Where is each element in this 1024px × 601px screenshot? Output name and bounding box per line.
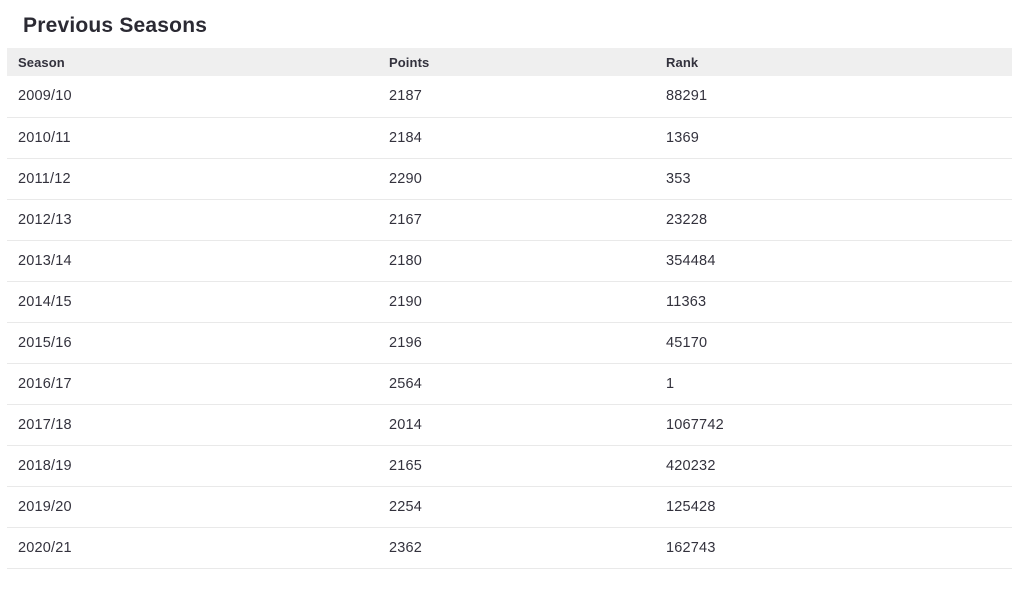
rank-cell: 353: [655, 158, 1012, 200]
points-cell: 2167: [378, 199, 655, 241]
column-header-season: Season: [7, 48, 378, 76]
rank-cell: 420232: [655, 445, 1012, 487]
page-title: Previous Seasons: [23, 14, 208, 37]
table-row: 2011/12 2290 353: [7, 158, 1012, 200]
season-cell: 2012/13: [7, 199, 378, 241]
table-body: 2009/10 2187 88291 2010/11 2184 1369 201…: [7, 76, 1012, 569]
rank-cell: 125428: [655, 486, 1012, 528]
points-cell: 2254: [378, 486, 655, 528]
rank-cell: 88291: [655, 76, 1012, 118]
table-row: 2017/18 2014 1067742: [7, 404, 1012, 446]
points-cell: 2362: [378, 527, 655, 569]
rank-cell: 354484: [655, 240, 1012, 282]
table-row: 2015/16 2196 45170: [7, 322, 1012, 364]
table-row: 2020/21 2362 162743: [7, 527, 1012, 569]
table-row: 2009/10 2187 88291: [7, 76, 1012, 118]
rank-cell: 11363: [655, 281, 1012, 323]
points-cell: 2190: [378, 281, 655, 323]
points-cell: 2564: [378, 363, 655, 405]
previous-seasons-table: Season Points Rank 2009/10 2187 88291 20…: [7, 48, 1012, 569]
table-row: 2019/20 2254 125428: [7, 486, 1012, 528]
rank-cell: 1067742: [655, 404, 1012, 446]
season-cell: 2018/19: [7, 445, 378, 487]
rank-cell: 23228: [655, 199, 1012, 241]
rank-cell: 45170: [655, 322, 1012, 364]
points-cell: 2184: [378, 117, 655, 159]
column-header-rank: Rank: [655, 48, 1012, 76]
table-row: 2012/13 2167 23228: [7, 199, 1012, 241]
points-cell: 2196: [378, 322, 655, 364]
table-row: 2014/15 2190 11363: [7, 281, 1012, 323]
points-cell: 2180: [378, 240, 655, 282]
points-cell: 2187: [378, 76, 655, 118]
table-row: 2018/19 2165 420232: [7, 445, 1012, 487]
points-cell: 2290: [378, 158, 655, 200]
table-header: Season Points Rank: [7, 48, 1012, 76]
table-header-row: Season Points Rank: [7, 48, 1012, 76]
season-cell: 2015/16: [7, 322, 378, 364]
points-cell: 2165: [378, 445, 655, 487]
season-cell: 2009/10: [7, 76, 378, 118]
season-cell: 2013/14: [7, 240, 378, 282]
season-cell: 2011/12: [7, 158, 378, 200]
points-cell: 2014: [378, 404, 655, 446]
table-row: 2016/17 2564 1: [7, 363, 1012, 405]
season-cell: 2016/17: [7, 363, 378, 405]
column-header-points: Points: [378, 48, 655, 76]
season-cell: 2010/11: [7, 117, 378, 159]
table-row: 2013/14 2180 354484: [7, 240, 1012, 282]
rank-cell: 1369: [655, 117, 1012, 159]
season-cell: 2014/15: [7, 281, 378, 323]
rank-cell: 162743: [655, 527, 1012, 569]
season-cell: 2017/18: [7, 404, 378, 446]
rank-cell: 1: [655, 363, 1012, 405]
table-row: 2010/11 2184 1369: [7, 117, 1012, 159]
season-cell: 2019/20: [7, 486, 378, 528]
season-cell: 2020/21: [7, 527, 378, 569]
